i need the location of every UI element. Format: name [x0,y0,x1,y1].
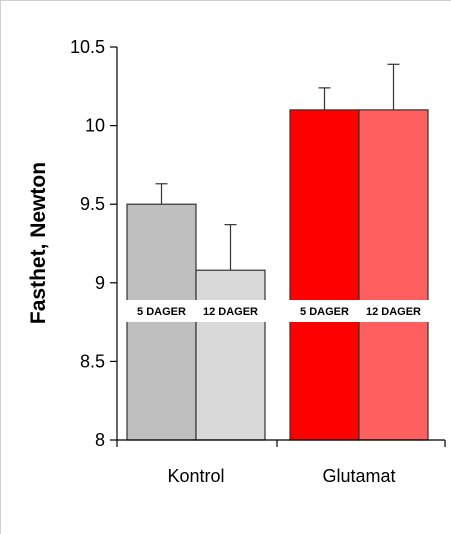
bar [358,109,429,441]
y-tick-label: 8 [95,430,105,450]
bar-data-label: 12 DAGER [366,306,421,318]
y-tick-label: 8.5 [80,351,105,371]
y-tick-label: 10 [85,116,105,136]
bar-data-label: 5 DAGER [137,306,186,318]
bar [289,109,360,441]
bar [195,269,266,441]
label-band [288,300,430,322]
label-band [125,300,267,322]
x-category-label: Glutamat [322,466,395,486]
y-tick-label: 10.5 [70,37,105,57]
bar-data-label: 5 DAGER [300,306,349,318]
y-tick-label: 9 [95,273,105,293]
y-tick-label: 9.5 [80,194,105,214]
y-axis-label: Fasthet, Newton [27,162,50,324]
bar [126,203,197,441]
bar-data-label: 12 DAGER [203,306,258,318]
x-category-label: Kontrol [167,466,224,486]
